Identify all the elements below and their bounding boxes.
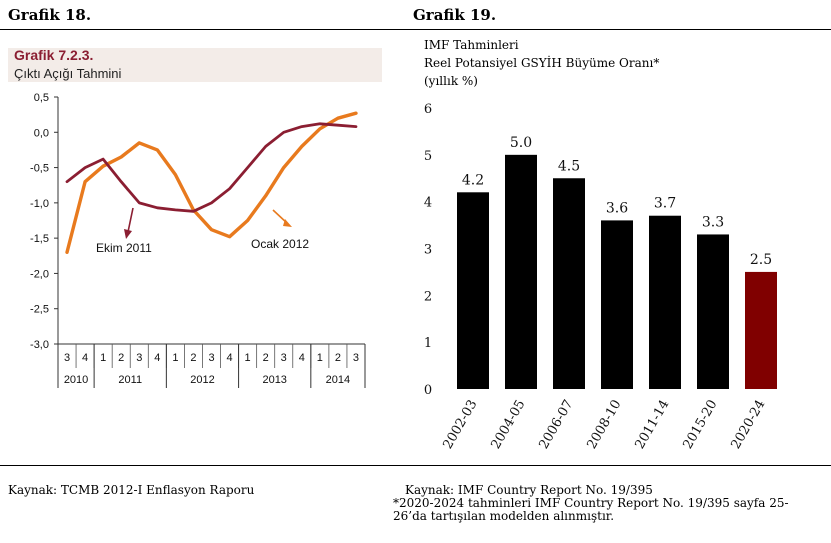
x-axis: 3412341234123412320102011201220132014: [58, 344, 365, 388]
bar-2006-07: [553, 178, 585, 389]
ekim-arrow-head: [124, 229, 132, 239]
y-tick-label: 0: [424, 383, 432, 398]
x-category-label: 2004-05: [488, 398, 528, 452]
x-quarter-label: 4: [82, 352, 88, 364]
x-quarter-label: 1: [317, 352, 323, 364]
x-axis: 2002-032004-052006-072008-102011-142015-…: [440, 398, 768, 452]
x-category-label: 2002-03: [440, 398, 480, 452]
x-quarter-label: 2: [335, 352, 341, 364]
y-tick-label: 0,0: [34, 127, 49, 139]
data-label: 4.5: [558, 158, 580, 174]
y-tick-label: -1,0: [30, 198, 49, 210]
x-year-label: 2011: [118, 374, 142, 386]
x-quarter-label: 4: [226, 352, 232, 364]
x-quarter-label: 2: [263, 352, 269, 364]
source-left: Kaynak: TCMB 2012-I Enflasyon Raporu: [8, 484, 254, 497]
annotations: Ekim 2011 Ocak 2012: [96, 208, 309, 255]
series-line-ocak-2012: [67, 113, 356, 252]
x-quarter-label: 3: [208, 352, 214, 364]
x-quarter-label: 1: [100, 352, 106, 364]
chart-title: Grafik 7.2.3.: [14, 47, 93, 63]
bars: 4.2 5.0 4.5 3.6 3.7 3.3 2.5: [457, 135, 777, 389]
bar-2008-10: [601, 220, 633, 389]
x-year-label: 2010: [64, 374, 88, 386]
source-right: Kaynak: IMF Country Report No. 19/395 *2…: [393, 484, 823, 523]
x-quarter-label: 3: [64, 352, 70, 364]
chart2-title-line3: (yıllık %): [424, 74, 478, 88]
y-tick-label: 5: [424, 149, 432, 164]
y-axis: 0,5 0,0 -0,5 -1,0 -1,5 -2,0 -2,5 -3,0: [30, 92, 58, 351]
x-quarter-label: 4: [154, 352, 160, 364]
x-quarter-label: 4: [299, 352, 305, 364]
y-tick-label: -3,0: [30, 339, 49, 351]
x-year-label: 2014: [326, 374, 350, 386]
x-quarter-label: 3: [353, 352, 359, 364]
chart2-title-line2: Reel Potansiyel GSYİH Büyüme Oranı*: [424, 55, 659, 70]
right-heading: Grafik 19.: [413, 6, 496, 24]
y-tick-label: 6: [424, 102, 432, 117]
y-tick-label: 2: [424, 289, 432, 304]
bar-2004-05: [505, 155, 537, 389]
source-right-note-line2: 26’da tartışılan modelden alınmıştır.: [393, 510, 823, 523]
bar-2015-20: [697, 234, 729, 389]
y-tick-label: -2,5: [30, 304, 49, 316]
series-lines: [67, 113, 356, 252]
y-tick-label: 3: [424, 243, 432, 258]
data-label: 3.6: [606, 200, 628, 216]
data-label: 5.0: [510, 135, 532, 151]
data-label: 2.5: [750, 252, 772, 268]
x-quarter-label: 3: [281, 352, 287, 364]
data-label: 4.2: [462, 172, 484, 188]
y-tick-label: -2,0: [30, 268, 49, 280]
x-quarter-label: 2: [190, 352, 196, 364]
chart2-title-line1: IMF Tahminleri: [424, 38, 519, 52]
data-label: 3.3: [702, 214, 724, 230]
annotation-ekim-2011: Ekim 2011: [96, 241, 152, 255]
x-year-label: 2013: [262, 374, 286, 386]
annotation-ocak-2012: Ocak 2012: [251, 237, 309, 251]
x-category-label: 2011-14: [632, 398, 672, 452]
x-quarter-label: 1: [245, 352, 251, 364]
x-quarter-label: 2: [118, 352, 124, 364]
bar-2011-14: [649, 216, 681, 389]
ekim-arrow-line: [128, 208, 133, 232]
x-quarter-label: 1: [172, 352, 178, 364]
x-category-label: 2020-24: [728, 398, 768, 452]
x-category-label: 2015-20: [680, 398, 720, 452]
y-tick-label: 0,5: [34, 92, 49, 104]
bottom-divider: [0, 465, 831, 466]
y-axis: 0 1 2 3 4 5 6: [424, 102, 432, 398]
x-category-label: 2006-07: [536, 398, 576, 452]
y-tick-label: 1: [424, 336, 432, 351]
data-label: 3.7: [654, 196, 676, 212]
output-gap-chart: Grafik 7.2.3. Çıktı Açığı Tahmini 0,5 0,0…: [0, 30, 390, 470]
bar-2002-03: [457, 192, 489, 389]
bar-2020-24: [745, 272, 777, 389]
x-quarter-label: 3: [136, 352, 142, 364]
y-tick-label: -1,5: [30, 233, 49, 245]
y-tick-label: -0,5: [30, 163, 49, 175]
x-year-label: 2012: [190, 374, 214, 386]
y-tick-label: 4: [424, 196, 432, 211]
x-category-label: 2008-10: [584, 398, 624, 452]
potential-growth-chart: IMF Tahminleri Reel Potansiyel GSYİH Büy…: [410, 30, 830, 470]
chart-subtitle: Çıktı Açığı Tahmini: [14, 66, 122, 81]
left-heading: Grafik 18.: [8, 6, 91, 24]
